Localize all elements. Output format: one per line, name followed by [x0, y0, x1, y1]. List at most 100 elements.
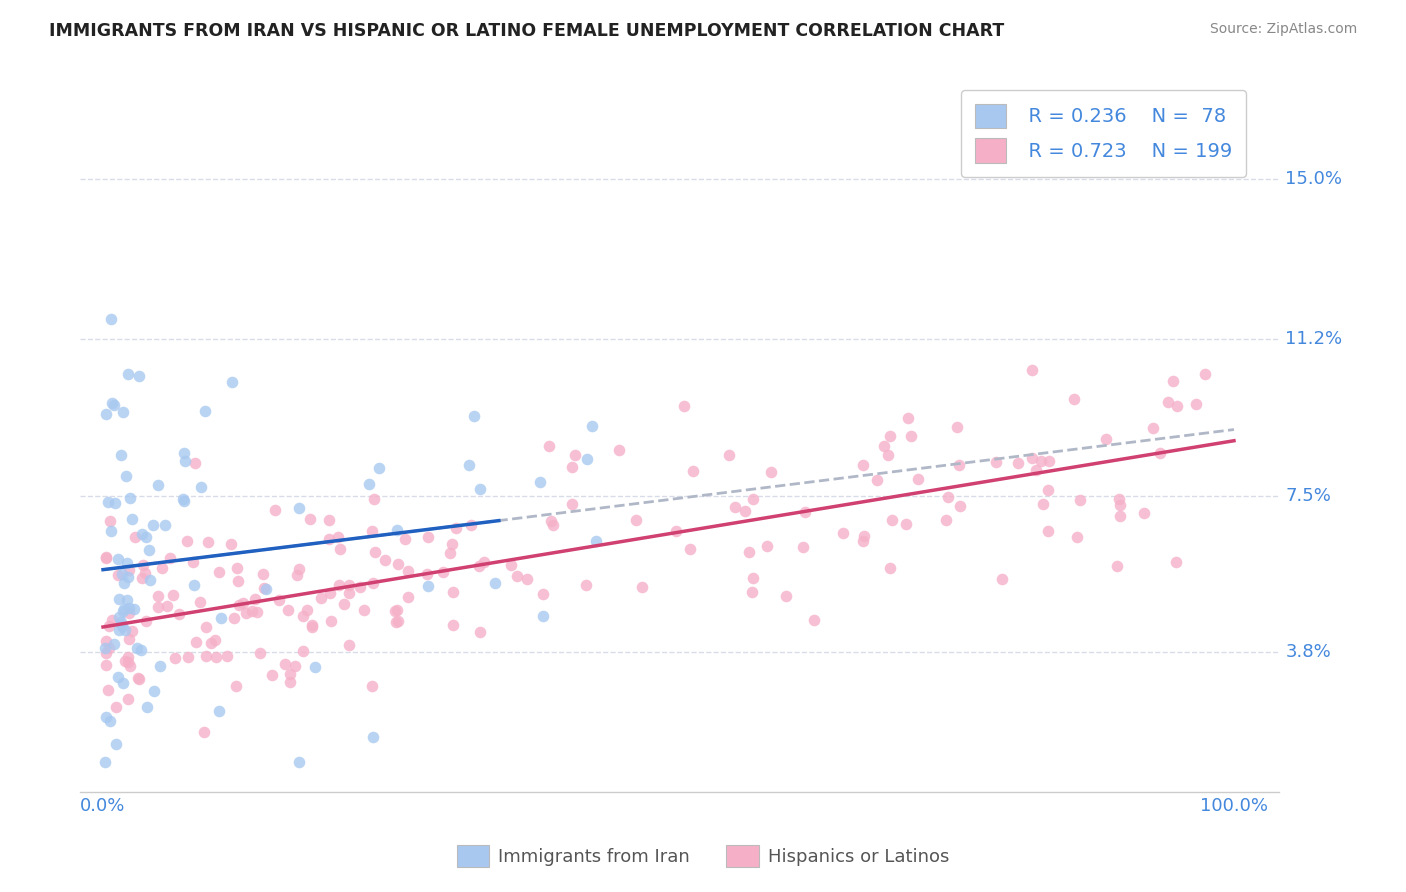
Point: [153, 517, 176, 532]
Point: [127, 671, 149, 685]
Point: [176, 534, 198, 549]
Point: [108, 592, 131, 607]
Point: [907, 472, 929, 486]
Point: [288, 501, 311, 516]
Point: [1149, 446, 1171, 460]
Point: [98, 515, 121, 529]
Point: [1095, 432, 1118, 446]
Point: [775, 589, 797, 603]
Point: [301, 617, 323, 632]
Point: [394, 532, 416, 546]
Point: [118, 491, 141, 505]
Point: [1032, 497, 1054, 511]
Point: [121, 511, 143, 525]
Point: [936, 490, 959, 504]
Point: [1108, 491, 1130, 506]
Point: [364, 545, 387, 559]
Point: [204, 632, 226, 647]
Point: [396, 590, 419, 604]
Point: [631, 580, 654, 594]
Point: [128, 368, 150, 383]
Point: [803, 613, 825, 627]
Point: [873, 439, 896, 453]
Point: [309, 591, 332, 605]
Point: [111, 604, 134, 618]
Point: [184, 635, 207, 649]
Point: [759, 465, 782, 479]
Point: [117, 570, 139, 584]
Point: [96, 634, 118, 648]
Point: [387, 558, 409, 572]
Point: [333, 597, 356, 611]
Point: [444, 521, 467, 535]
Text: IMMIGRANTS FROM IRAN VS HISPANIC OR LATINO FEMALE UNEMPLOYMENT CORRELATION CHART: IMMIGRANTS FROM IRAN VS HISPANIC OR LATI…: [49, 22, 1004, 40]
Point: [117, 606, 139, 620]
Point: [146, 590, 169, 604]
Point: [235, 606, 257, 620]
Point: [288, 755, 311, 769]
Point: [252, 566, 274, 581]
Point: [1194, 367, 1216, 381]
Point: [103, 398, 125, 412]
Point: [384, 603, 406, 617]
Point: [866, 473, 889, 487]
Point: [741, 571, 763, 585]
Point: [260, 668, 283, 682]
Point: [253, 581, 276, 595]
Point: [948, 458, 970, 472]
Point: [363, 492, 385, 507]
Point: [1184, 396, 1206, 410]
Point: [304, 660, 326, 674]
Point: [1157, 394, 1180, 409]
Point: [142, 518, 165, 533]
Point: [96, 550, 118, 565]
Point: [484, 576, 506, 591]
Point: [162, 588, 184, 602]
Point: [581, 418, 603, 433]
Point: [108, 609, 131, 624]
Point: [118, 600, 141, 615]
Point: [879, 428, 901, 442]
Point: [107, 623, 129, 637]
Point: [1166, 399, 1188, 413]
Point: [946, 420, 969, 434]
Point: [285, 567, 308, 582]
Point: [297, 603, 319, 617]
Point: [224, 611, 246, 625]
Point: [135, 615, 157, 629]
Point: [337, 585, 360, 599]
Point: [679, 542, 702, 557]
Point: [564, 448, 586, 462]
Point: [112, 602, 135, 616]
Point: [1069, 492, 1091, 507]
Point: [718, 448, 741, 462]
Point: [724, 500, 747, 514]
Point: [112, 575, 135, 590]
Point: [665, 524, 688, 538]
Point: [1109, 498, 1132, 512]
Point: [472, 555, 495, 569]
Point: [468, 624, 491, 639]
Point: [98, 714, 121, 728]
Point: [219, 537, 242, 551]
Point: [96, 550, 118, 565]
Point: [468, 558, 491, 573]
Point: [360, 679, 382, 693]
Point: [103, 496, 125, 510]
Point: [139, 573, 162, 587]
Point: [1036, 524, 1059, 539]
Point: [301, 620, 323, 634]
Point: [122, 601, 145, 615]
Point: [443, 618, 465, 632]
Point: [195, 648, 218, 663]
Point: [291, 608, 314, 623]
Point: [540, 514, 562, 528]
Point: [100, 311, 122, 326]
Point: [882, 513, 904, 527]
Point: [986, 455, 1008, 469]
Point: [103, 637, 125, 651]
Point: [254, 582, 277, 597]
Point: [195, 619, 218, 633]
Text: 11.2%: 11.2%: [1285, 330, 1343, 349]
Point: [501, 558, 523, 572]
